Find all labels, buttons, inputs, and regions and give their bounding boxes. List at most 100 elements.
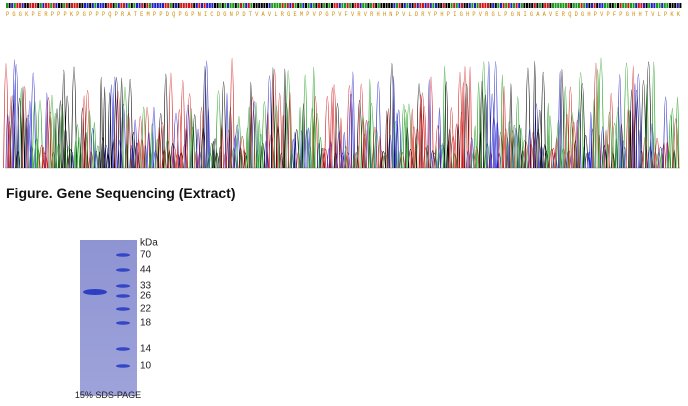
peak (263, 140, 269, 169)
peak (42, 152, 48, 169)
base (219, 3, 222, 8)
unit-label: kDa (140, 238, 158, 249)
peak (555, 120, 562, 169)
base (552, 3, 554, 8)
peak (29, 146, 34, 169)
peak (90, 128, 96, 169)
base (598, 3, 601, 8)
base (468, 3, 471, 8)
peak (302, 74, 308, 169)
peak (621, 140, 626, 169)
peak (405, 103, 412, 169)
base (229, 3, 232, 8)
peak (38, 144, 45, 169)
base (606, 3, 609, 8)
base (635, 3, 638, 8)
protein-sequence: P G G K P E R P P P K P G P P P Q P R A … (6, 11, 680, 18)
base (84, 3, 86, 8)
base (609, 3, 612, 8)
peak (251, 101, 258, 169)
base (627, 3, 630, 8)
base (214, 3, 216, 8)
base (390, 3, 393, 8)
base (354, 3, 357, 8)
base (593, 3, 596, 8)
peak (190, 126, 196, 169)
base (622, 3, 625, 8)
base (112, 3, 115, 8)
base (237, 3, 240, 8)
base (411, 3, 414, 8)
base (185, 3, 188, 8)
peak (300, 130, 304, 169)
base (419, 3, 422, 8)
peak (249, 81, 253, 169)
base (312, 3, 315, 8)
peak (220, 81, 227, 169)
peak (418, 94, 423, 169)
peak (279, 152, 284, 169)
base (440, 3, 443, 8)
base (117, 3, 120, 8)
peak (84, 90, 91, 169)
peak (399, 151, 406, 169)
base (427, 3, 430, 8)
peak (600, 126, 606, 169)
peak (283, 68, 287, 169)
base (458, 3, 461, 8)
peak (579, 82, 586, 169)
base (91, 3, 94, 8)
marker-band (116, 284, 130, 288)
base (393, 3, 396, 8)
base (416, 3, 419, 8)
base (37, 3, 40, 8)
base (97, 3, 99, 8)
base (193, 3, 196, 8)
base (544, 3, 547, 8)
base (442, 3, 445, 8)
base (281, 3, 284, 8)
base (658, 3, 661, 8)
peak (668, 114, 674, 169)
peak (525, 67, 531, 169)
base (396, 3, 398, 8)
base (617, 3, 619, 8)
peak (411, 126, 417, 169)
base (453, 3, 456, 8)
base (29, 3, 32, 8)
base (487, 3, 489, 8)
peak (559, 69, 565, 169)
peak (97, 151, 102, 169)
base (232, 3, 235, 8)
base (263, 3, 266, 8)
base (676, 3, 679, 8)
peak (321, 147, 327, 169)
peak (120, 103, 127, 169)
peak (339, 117, 343, 169)
base (94, 3, 97, 8)
peak (293, 131, 297, 169)
peak (633, 90, 640, 169)
base (346, 3, 349, 8)
peak (180, 80, 186, 169)
base (169, 3, 172, 8)
peak (352, 152, 357, 169)
peak (30, 72, 36, 169)
base (73, 3, 76, 8)
base (562, 3, 565, 8)
base (323, 3, 326, 8)
base (65, 3, 68, 8)
base (240, 3, 242, 8)
peak (505, 137, 510, 169)
base (42, 3, 45, 8)
peak (319, 147, 325, 169)
base (377, 3, 380, 8)
peak (428, 76, 434, 169)
peak (430, 150, 436, 169)
peak (99, 76, 103, 169)
peak (281, 115, 285, 169)
base (19, 3, 21, 8)
base (305, 3, 307, 8)
base (154, 3, 157, 8)
